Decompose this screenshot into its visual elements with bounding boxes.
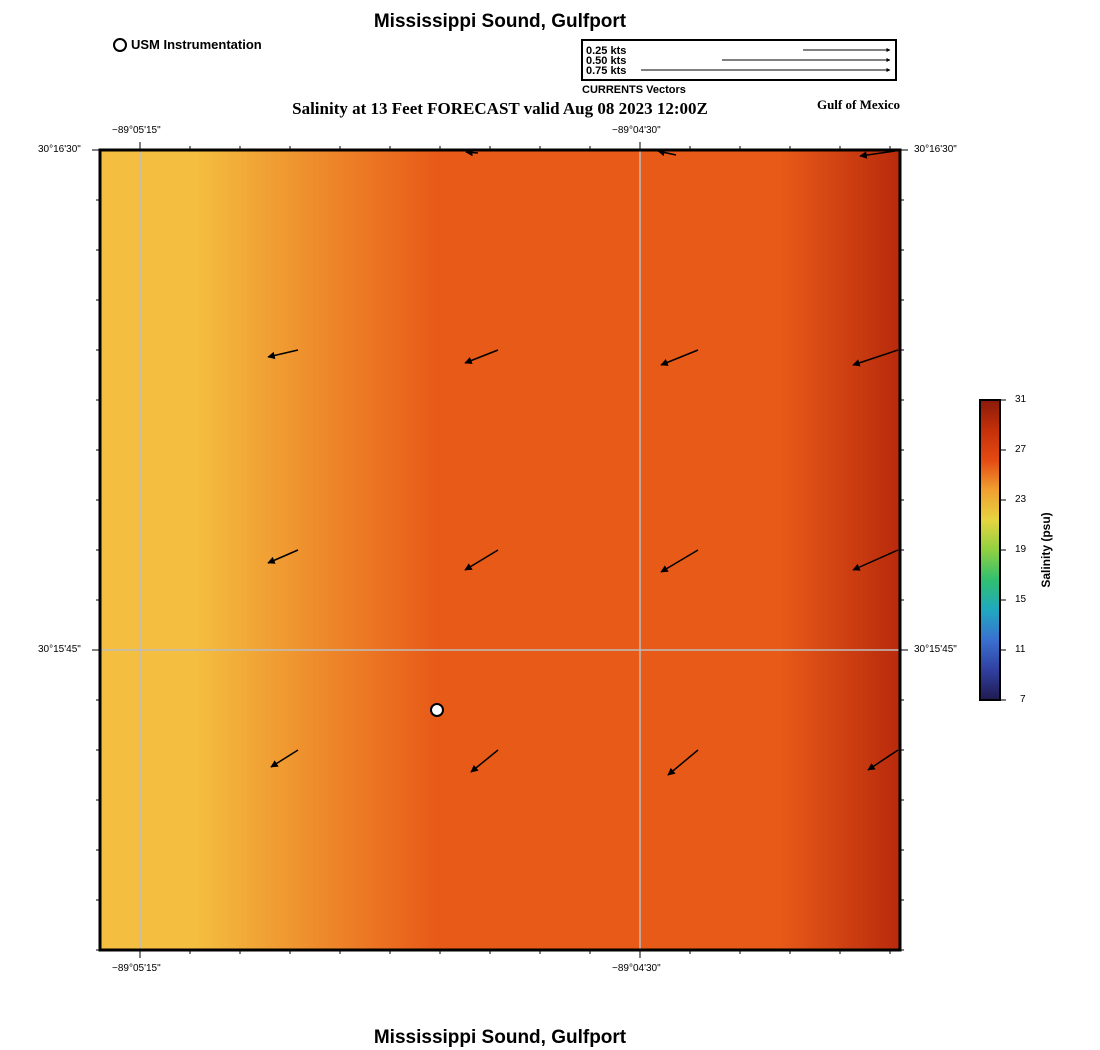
lon-label-top-1: −89°05'15"	[112, 125, 161, 136]
current-vector-arrow	[867, 749, 899, 771]
colorbar-label-31: 31	[1015, 394, 1027, 405]
current-vector-arrow	[470, 749, 499, 773]
station-legend-label: USM Instrumentation	[131, 37, 262, 52]
current-vector-arrow	[667, 749, 699, 776]
colorbar-label-7: 7	[1020, 694, 1026, 705]
station-marker-icon	[113, 37, 127, 52]
lon-label-bottom-2: −89°04'30"	[612, 963, 661, 974]
current-vectors	[267, 148, 899, 776]
lat-label-right-2: 30°15'45"	[914, 644, 957, 655]
lon-label-top-2: −89°04'30"	[612, 125, 661, 136]
vector-scale-label-3: 0.75 kts	[586, 65, 627, 77]
colorbar	[979, 399, 1001, 701]
map-footer-title: Mississippi Sound, Gulfport	[373, 1027, 627, 1048]
current-vector-arrow	[464, 549, 499, 571]
lon-label-bottom-1: −89°05'15"	[112, 963, 161, 974]
colorbar-label-27: 27	[1015, 444, 1027, 455]
current-vector-arrow	[465, 148, 479, 157]
current-vector-arrow	[267, 349, 299, 360]
region-label: Gulf of Mexico	[816, 97, 900, 112]
map-subtitle: Salinity at 13 Feet FORECAST valid Aug 0…	[292, 99, 708, 118]
colorbar-label-23: 23	[1015, 494, 1027, 505]
station-legend: USM Instrumentation	[113, 37, 262, 52]
lat-label-left-2: 30°15'45"	[38, 644, 81, 655]
colorbar-ticks	[1000, 399, 1006, 701]
current-vector-arrow	[267, 549, 299, 564]
current-vector-arrow	[852, 349, 899, 367]
colorbar-label-15: 15	[1015, 594, 1027, 605]
current-vector-arrow	[660, 349, 699, 366]
tick-marks	[92, 142, 908, 958]
colorbar-label-19: 19	[1015, 544, 1027, 555]
vector-scale-label-2: 0.50 kts	[586, 55, 627, 67]
current-vector-arrow	[852, 549, 899, 571]
map-title: Mississippi Sound, Gulfport	[373, 11, 627, 32]
salinity-field	[100, 150, 900, 950]
current-vector-arrow	[660, 549, 699, 573]
current-vector-arrow	[270, 749, 299, 768]
station-marker[interactable]	[430, 703, 444, 717]
current-vector-arrow	[859, 150, 896, 159]
vector-scale-label-1: 0.25 kts	[586, 45, 627, 57]
colorbar-title: Salinity (psu)	[1039, 512, 1053, 588]
vector-legend-title: CURRENTS Vectors	[582, 84, 686, 96]
colorbar-label-11: 11	[1015, 644, 1026, 655]
lat-label-left-1: 30°16'30"	[38, 144, 81, 155]
current-vector-arrow	[657, 148, 677, 157]
current-vector-arrow	[464, 349, 499, 365]
lat-label-right-1: 30°16'30"	[914, 144, 957, 155]
